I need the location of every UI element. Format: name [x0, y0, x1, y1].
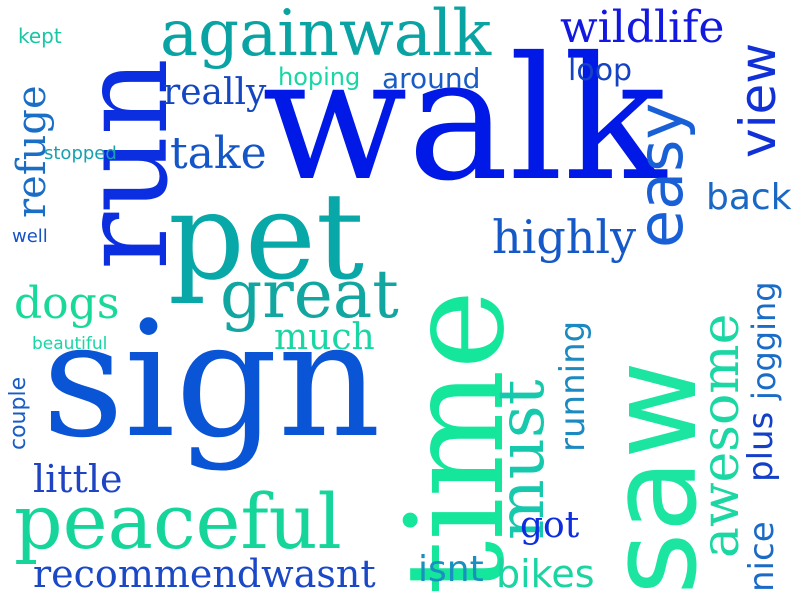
word-around: around	[382, 62, 481, 95]
word-peaceful: peaceful	[14, 477, 342, 566]
word-recommendwasnt: recommendwasnt	[33, 552, 376, 596]
word-nice: nice	[742, 521, 782, 592]
word-againwalk: againwalk	[160, 0, 492, 71]
word-loop: loop	[568, 53, 633, 88]
word-plus: plus	[741, 411, 781, 482]
word-great: great	[220, 256, 399, 333]
word-isnt: isnt	[418, 549, 484, 590]
word-beautiful: beautiful	[32, 334, 108, 354]
word-little: little	[33, 457, 123, 501]
word-view: view	[729, 42, 787, 158]
word-take: take	[170, 128, 267, 179]
word-highly: highly	[492, 210, 637, 264]
word-really: really	[163, 72, 267, 113]
word-got: got	[520, 505, 580, 546]
word-kept: kept	[18, 24, 62, 48]
word-jogging: jogging	[745, 281, 783, 400]
word-couple: couple	[6, 376, 31, 450]
word-awesome: awesome	[691, 313, 751, 558]
word-dogs: dogs	[14, 278, 120, 329]
word-well: well	[12, 226, 48, 247]
word-bikes: bikes	[496, 552, 595, 596]
word-much: much	[274, 317, 375, 358]
word-sign: sign	[42, 286, 381, 473]
word-stopped: stopped	[44, 143, 117, 164]
word-easy: easy	[624, 102, 697, 248]
word-hoping: hoping	[278, 63, 361, 91]
word-walk: walk	[262, 21, 667, 219]
word-running: running	[553, 320, 593, 452]
word-back: back	[706, 177, 792, 218]
word-wildlife: wildlife	[560, 2, 725, 53]
word-pet: pet	[168, 168, 365, 307]
